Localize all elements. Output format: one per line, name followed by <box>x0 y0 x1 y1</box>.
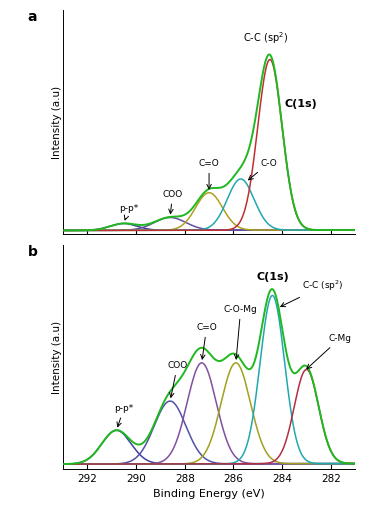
Text: a: a <box>28 10 37 24</box>
Text: C-C (sp$^2$): C-C (sp$^2$) <box>281 279 343 306</box>
Text: C(1s): C(1s) <box>256 272 289 282</box>
X-axis label: Binding Energy (eV): Binding Energy (eV) <box>153 489 265 499</box>
Text: C-C (sp$^2$): C-C (sp$^2$) <box>243 30 287 46</box>
Text: C=O: C=O <box>196 323 217 359</box>
Y-axis label: Intensity (a.u): Intensity (a.u) <box>51 85 61 159</box>
Text: b: b <box>28 245 38 259</box>
Text: C-O-Mg: C-O-Mg <box>224 305 258 359</box>
Text: COO: COO <box>167 361 188 398</box>
Text: p-p*: p-p* <box>119 204 138 220</box>
Text: C(1s): C(1s) <box>285 99 317 109</box>
Text: COO: COO <box>162 190 183 214</box>
Text: C-O: C-O <box>249 159 277 180</box>
Text: p-p*: p-p* <box>114 404 134 427</box>
Text: C-Mg: C-Mg <box>307 334 351 369</box>
Text: C=O: C=O <box>199 159 219 189</box>
Y-axis label: Intensity (a.u): Intensity (a.u) <box>51 320 61 394</box>
